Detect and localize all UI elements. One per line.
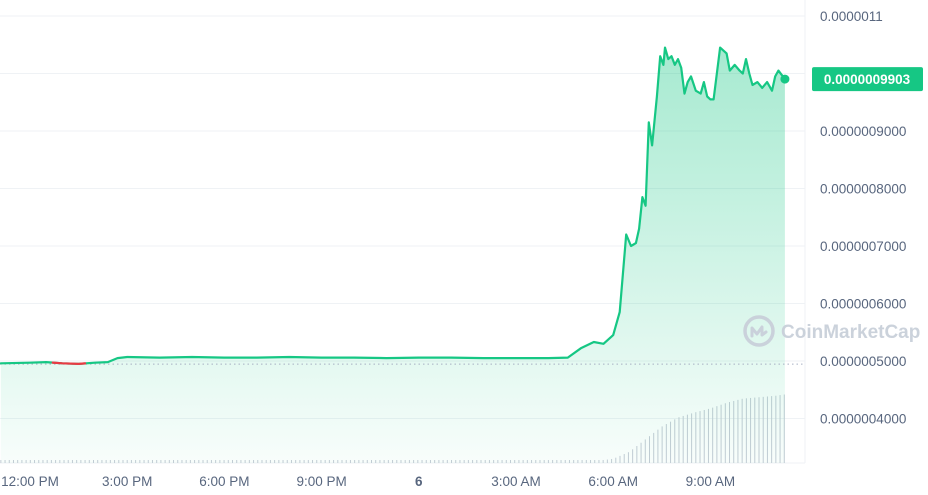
current-price-dot (780, 74, 790, 84)
x-axis: 12:00 PM 3:00 PM 6:00 PM 9:00 PM 6 3:00 AM 6:0… (1, 474, 735, 489)
current-price-label-bg (812, 67, 923, 92)
watermark: CoinMarketCap (743, 315, 920, 347)
y-tick-label: 0.0000004000 (820, 412, 906, 427)
x-tick-label: 3:00 AM (491, 474, 541, 489)
current-price-label-text: 0.0000009903 (824, 72, 911, 87)
price-area-fill (0, 47, 785, 463)
x-tick-label: 6:00 PM (199, 474, 249, 489)
x-tick-label: 9:00 PM (296, 474, 346, 489)
current-price-label: 0.0000009903 (812, 67, 923, 92)
coinmarketcap-logo-icon (743, 315, 775, 347)
x-tick-label: 3:00 PM (102, 474, 152, 489)
price-line (0, 46, 786, 365)
y-tick-label: 0.0000011 (820, 9, 883, 24)
y-tick-label: 0.0000009000 (820, 124, 906, 139)
y-tick-label: 0.0000005000 (820, 354, 906, 369)
price-line-down-segment (51, 361, 87, 365)
x-tick-label: 12:00 PM (1, 474, 59, 489)
y-tick-label: 0.0000008000 (820, 182, 906, 197)
y-tick-label: 0.0000006000 (820, 297, 906, 312)
watermark-text: CoinMarketCap (781, 322, 920, 343)
x-tick-label: 6 (415, 474, 423, 489)
y-axis: 0.0000011 0.0000009000 0.0000008000 0.00000… (820, 9, 906, 427)
x-tick-label: 6:00 AM (588, 474, 638, 489)
y-tick-label: 0.0000007000 (820, 239, 906, 254)
x-tick-label: 9:00 AM (686, 474, 736, 489)
